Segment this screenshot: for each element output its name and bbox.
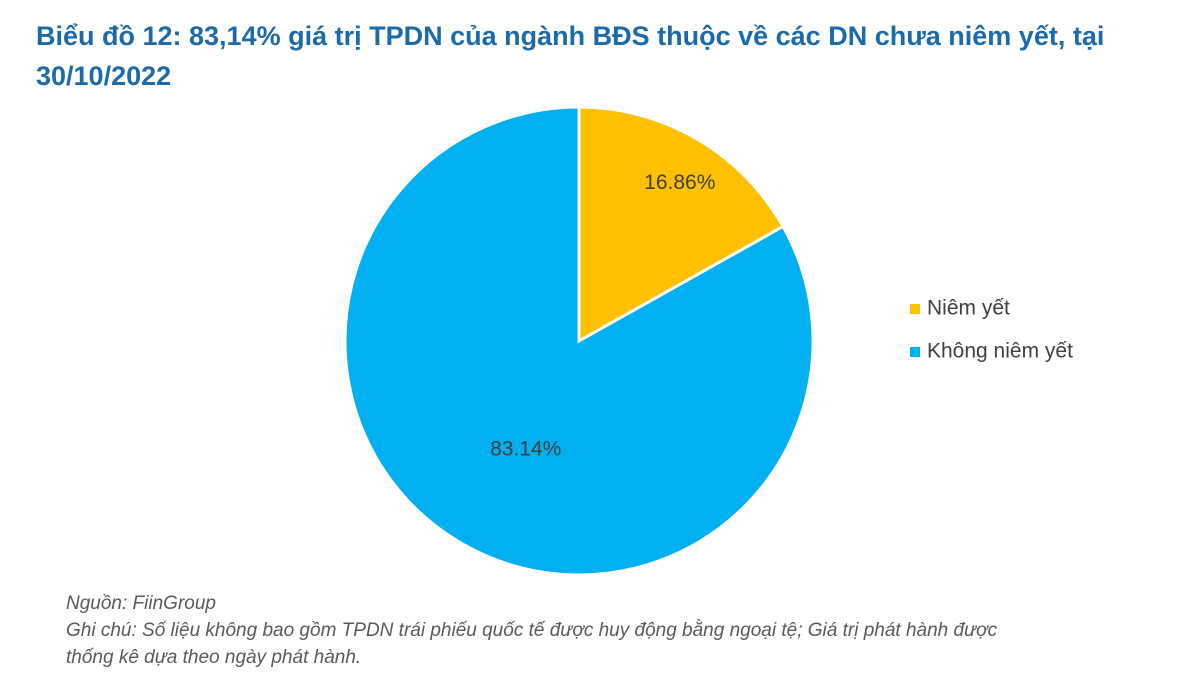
data-label: 16.86% [644,171,715,194]
legend-marker [910,347,920,357]
legend-label: Niêm yết [927,297,1010,320]
data-label: 83.14% [490,438,561,461]
legend-label: Không niêm yết [927,340,1073,363]
chart-title: Biểu đồ 12: 83,14% giá trị TPDN của ngàn… [36,21,1105,91]
legend-marker [910,304,920,314]
pie-slice [577,105,786,344]
pie-slice [343,105,815,577]
note: Ghi chú: Số liệu không bao gồm TPDN trái… [66,620,998,668]
source: Nguồn: FiinGroup [66,593,216,614]
